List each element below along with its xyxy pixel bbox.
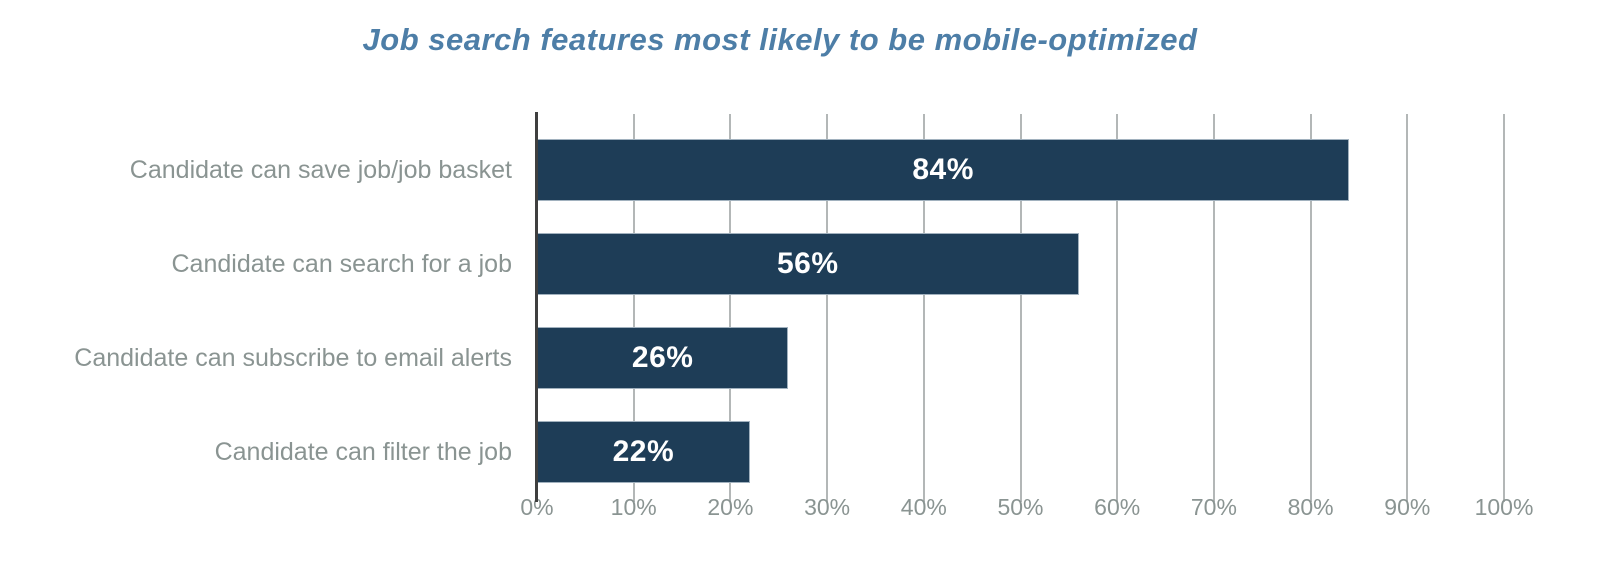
bar-value-label: 22%	[612, 435, 675, 468]
gridline	[826, 114, 829, 502]
gridline	[1406, 114, 1409, 502]
gridline	[632, 114, 635, 502]
gridline	[922, 114, 925, 502]
x-tick-label: 50%	[997, 494, 1044, 520]
gridline	[729, 114, 732, 502]
chart-title: Job search features most likely to be mo…	[362, 22, 1198, 57]
bar: 84%	[537, 139, 1350, 201]
category-label: Candidate can filter the job	[214, 437, 512, 466]
gridline	[1212, 114, 1215, 502]
gridline	[1503, 114, 1505, 502]
x-tick-label: 10%	[610, 494, 657, 520]
bar: 26%	[537, 327, 789, 389]
gridline	[1019, 114, 1022, 502]
x-tick-label: 80%	[1287, 494, 1334, 520]
bar: 22%	[537, 421, 750, 483]
category-label: Candidate can subscribe to email alerts	[74, 343, 512, 372]
x-tick-label: 60%	[1094, 494, 1141, 520]
gridline	[1309, 114, 1312, 502]
x-tick-label: 20%	[707, 494, 754, 520]
y-axis-line	[535, 112, 538, 502]
gridline	[1116, 114, 1119, 502]
x-tick-label: 90%	[1384, 494, 1431, 520]
x-tick-label: 30%	[804, 494, 851, 520]
bar-value-label: 56%	[776, 247, 839, 280]
bar-value-label: 26%	[631, 341, 694, 374]
x-tick-label: 100%	[1474, 494, 1534, 520]
category-label: Candidate can search for a job	[171, 249, 513, 278]
bar: 56%	[537, 233, 1079, 295]
x-tick-label: 70%	[1190, 494, 1237, 520]
category-label: Candidate can save job/job basket	[129, 155, 512, 184]
x-tick-label: 40%	[900, 494, 947, 520]
bar-value-label: 84%	[912, 153, 974, 186]
